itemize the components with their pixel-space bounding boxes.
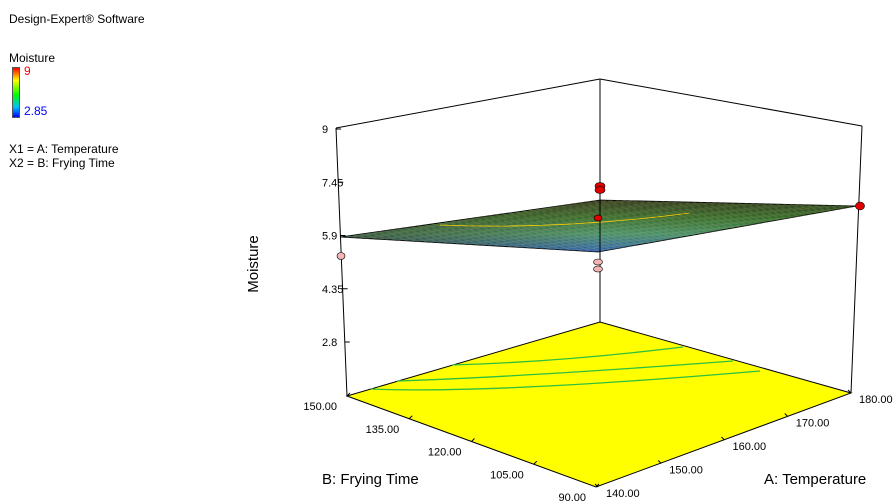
floor-contours — [370, 346, 761, 391]
x-tick-mark — [594, 483, 599, 488]
y-tick-mark — [533, 460, 538, 465]
y-tick-mark — [595, 483, 600, 488]
y-tick-label: 150.00 — [303, 401, 337, 413]
design-point — [336, 252, 346, 260]
response-label: Moisture — [9, 51, 56, 65]
surface-contour — [439, 212, 691, 227]
x1-definition: X1 = A: Temperature — [9, 142, 119, 156]
y-tick-mark — [346, 392, 351, 397]
x-tick-mark — [847, 389, 852, 394]
x-axis-title: A: Temperature — [764, 471, 866, 488]
contour-floor — [345, 321, 853, 488]
y-tick-mark — [408, 415, 413, 420]
y-axis-title: B: Frying Time — [322, 471, 419, 488]
design-point — [593, 265, 603, 273]
software-label: Design-Expert® Software — [9, 12, 145, 26]
design-point — [594, 186, 606, 194]
legend-low-value: 2.85 — [24, 104, 48, 118]
x-tick-label: 180.00 — [859, 394, 893, 406]
y-tick-label: 90.00 — [558, 492, 586, 502]
z-tick-label: 7.45 — [322, 177, 343, 189]
y-tick-mark — [471, 438, 475, 442]
design-points — [336, 182, 865, 273]
design-point — [593, 258, 603, 266]
x-tick-label: 150.00 — [669, 465, 703, 477]
x-tick-mark — [657, 460, 662, 464]
surface-mesh — [346, 199, 851, 252]
design-point — [855, 201, 865, 211]
z-tick-label: 2.8 — [322, 337, 337, 349]
color-legend-bar — [12, 67, 20, 118]
x-tick-label: 140.00 — [606, 488, 640, 500]
frame-lines — [335, 78, 863, 397]
legend-high-value: 9 — [24, 64, 31, 78]
x-tick-mark — [784, 413, 789, 417]
z-tick-label: 4.35 — [322, 284, 343, 296]
y-tick-label: 105.00 — [490, 469, 524, 481]
x-tick-mark — [721, 436, 725, 441]
x2-definition: X2 = B: Frying Time — [9, 156, 115, 170]
z-tick-label: 5.9 — [322, 231, 337, 243]
z-axis-title: Moisture — [245, 235, 262, 293]
z-tick-label: 9 — [322, 124, 328, 136]
design-point — [593, 214, 603, 222]
y-tick-label: 135.00 — [366, 424, 400, 436]
x-tick-label: 170.00 — [796, 418, 830, 430]
x-tick-label: 160.00 — [733, 441, 767, 453]
y-tick-label: 120.00 — [428, 447, 462, 459]
